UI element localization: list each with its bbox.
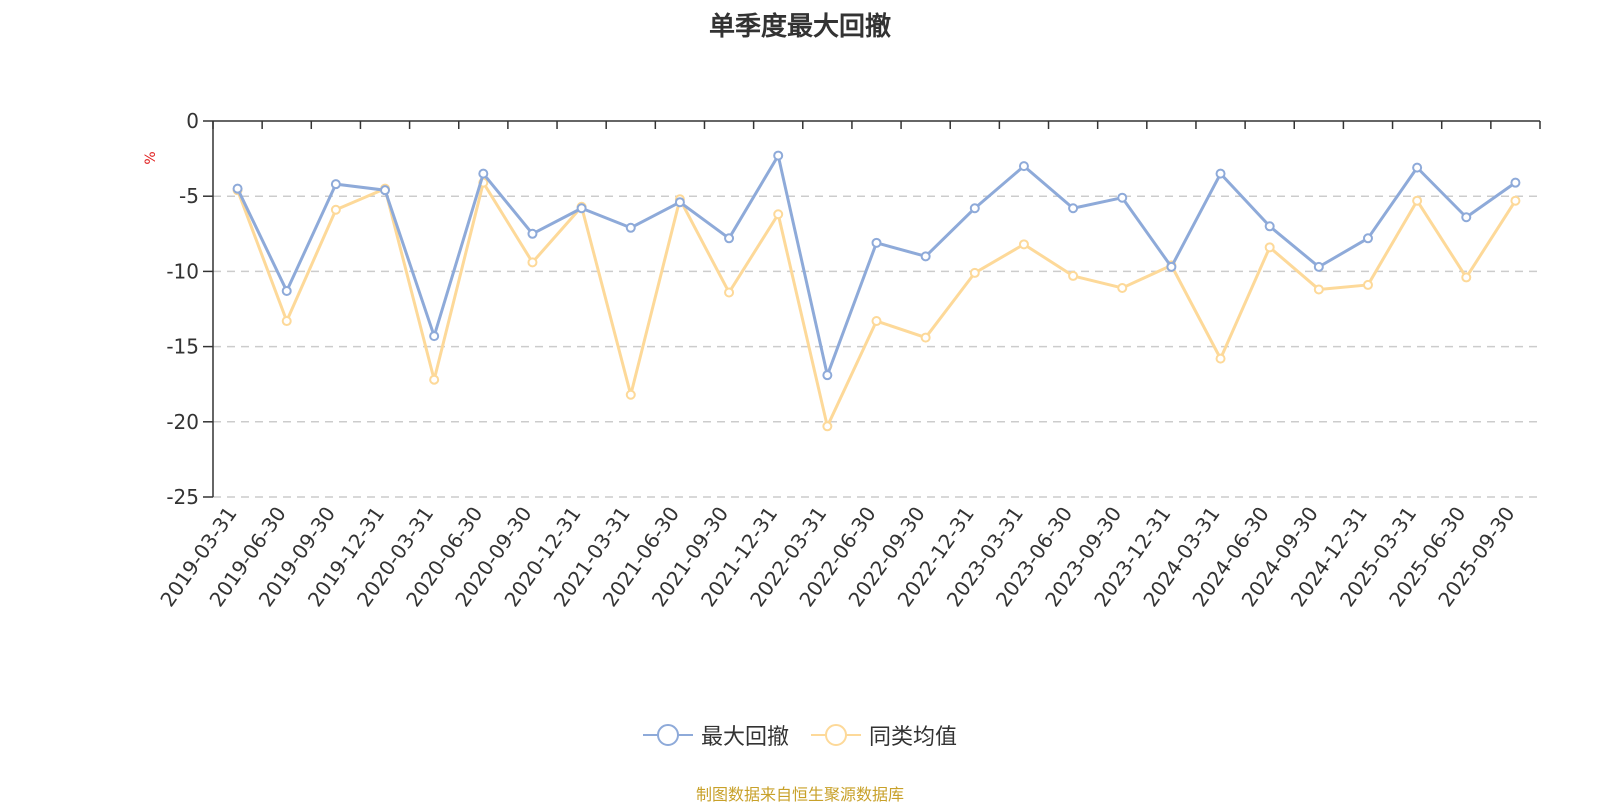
data-point-peer-average xyxy=(773,209,784,220)
data-point-drawdown xyxy=(625,222,636,233)
grid-lines xyxy=(213,195,1540,498)
y-tick-label: -15 xyxy=(166,335,199,359)
data-point-drawdown xyxy=(773,150,784,161)
data-point-drawdown xyxy=(674,197,685,208)
chart-title: 单季度最大回撤 xyxy=(708,12,891,42)
data-point-peer-average xyxy=(871,316,882,327)
data-point-drawdown xyxy=(1215,168,1226,179)
data-point-drawdown xyxy=(380,185,391,196)
data-point-peer-average xyxy=(1117,282,1128,293)
data-source-note: 制图数据来自恒生聚源数据库 xyxy=(695,785,904,804)
data-point-drawdown xyxy=(1018,161,1029,172)
data-point-peer-average xyxy=(920,332,931,343)
data-point-drawdown xyxy=(1412,162,1423,173)
data-point-drawdown xyxy=(527,228,538,239)
legend-label-drawdown: 最大回撤 xyxy=(700,725,789,750)
data-point-peer-average xyxy=(1461,272,1472,283)
data-point-drawdown xyxy=(1461,212,1472,223)
data-point-peer-average xyxy=(1018,239,1029,250)
data-point-drawdown xyxy=(1068,203,1079,214)
data-point-drawdown xyxy=(724,233,735,244)
data-point-drawdown xyxy=(1264,221,1275,232)
data-point-drawdown xyxy=(1313,261,1324,272)
y-tick-label: -5 xyxy=(179,184,199,208)
data-point-peer-average xyxy=(1068,270,1079,281)
data-point-peer-average xyxy=(281,316,292,327)
y-tick-label: -10 xyxy=(166,259,199,283)
data-point-peer-average xyxy=(429,374,440,385)
legend-label-peer-average: 同类均值 xyxy=(869,725,958,750)
data-point-drawdown xyxy=(969,203,980,214)
series-line-peer-average xyxy=(236,181,1517,428)
data-point-drawdown xyxy=(920,251,931,262)
data-point-peer-average xyxy=(969,267,980,278)
data-point-peer-average xyxy=(1412,195,1423,206)
y-tick-label: -20 xyxy=(166,410,199,434)
data-point-drawdown xyxy=(281,285,292,296)
data-point-drawdown xyxy=(576,203,587,214)
data-point-peer-average xyxy=(330,204,341,215)
data-point-peer-average xyxy=(1264,242,1275,253)
legend-line-circle-icon xyxy=(642,724,693,746)
data-point-peer-average xyxy=(822,421,833,432)
data-point-peer-average xyxy=(1510,195,1521,206)
data-point-drawdown xyxy=(1510,177,1521,188)
series-lines xyxy=(232,150,1521,432)
y-tick-label: -25 xyxy=(166,485,199,509)
data-point-drawdown xyxy=(429,331,440,342)
legend: 最大回撤 同类均值 xyxy=(0,719,1600,751)
data-point-drawdown xyxy=(232,183,243,194)
data-point-peer-average xyxy=(724,287,735,298)
legend-line-circle-icon xyxy=(811,724,861,746)
series-line-drawdown xyxy=(236,154,1517,377)
data-point-drawdown xyxy=(1166,261,1177,272)
data-point-peer-average xyxy=(1362,279,1373,290)
y-axis-label: % xyxy=(143,151,159,164)
data-point-drawdown xyxy=(1362,233,1373,244)
legend-item-peer-average[interactable]: 同类均值 xyxy=(811,719,957,751)
data-point-peer-average xyxy=(527,257,538,268)
data-point-drawdown xyxy=(478,168,489,179)
legend-item-drawdown[interactable]: 最大回撤 xyxy=(642,719,789,751)
data-point-drawdown xyxy=(330,179,341,190)
y-tick-label: 0 xyxy=(186,109,199,133)
data-point-drawdown xyxy=(871,237,882,248)
data-point-drawdown xyxy=(1117,192,1128,203)
data-point-peer-average xyxy=(1313,284,1324,295)
axes: 0-5-10-15-20-252019-03-312019-06-302019-… xyxy=(155,109,1541,611)
data-point-peer-average xyxy=(1215,353,1226,364)
data-point-drawdown xyxy=(822,370,833,381)
data-point-peer-average xyxy=(625,389,636,400)
